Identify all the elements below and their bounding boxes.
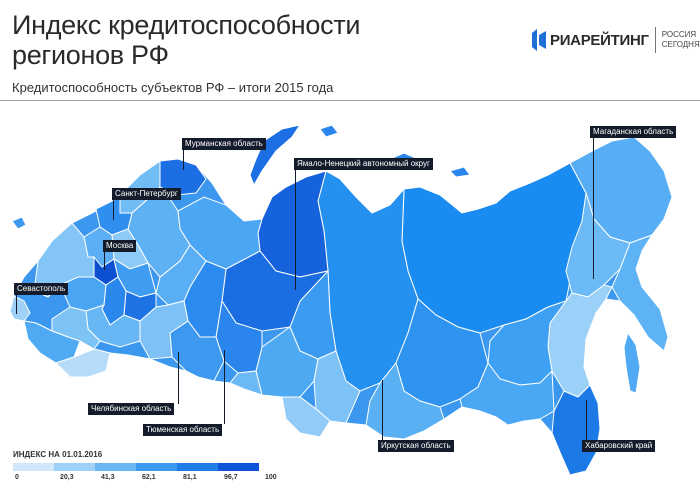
region-caucasus <box>55 348 111 378</box>
label-sevastopol: Севастополь <box>14 283 69 295</box>
region-primorye <box>551 384 601 476</box>
region-kamchatka <box>611 234 669 352</box>
legend-swatch <box>95 463 136 471</box>
legend-swatch <box>218 463 259 471</box>
legend-tick-label: 20,3 <box>60 474 74 481</box>
leader-line-yamal <box>295 166 296 290</box>
region-crimea <box>9 295 31 322</box>
legend-swatch <box>13 463 54 471</box>
leader-line-chelyabinsk <box>178 352 179 404</box>
label-tyumen: Тюменская область <box>143 424 223 436</box>
logo-subtitle: РОССИЯ СЕГОДНЯ <box>661 30 700 49</box>
legend-swatch <box>54 463 95 471</box>
region-kaliningrad <box>11 216 27 230</box>
leader-line-magadan <box>593 135 594 279</box>
region-west <box>33 222 95 298</box>
logo-divider <box>654 27 656 53</box>
region-omsk <box>229 370 263 396</box>
leader-line-murmansk <box>183 148 184 170</box>
region-bashkortostan <box>139 300 189 360</box>
label-murmansk: Мурманская область <box>182 138 266 150</box>
ria-rating-logo: РИАРЕЙТИНГ РОССИЯ СЕГОДНЯ <box>532 26 700 54</box>
legend-tick-label: 100 <box>265 474 277 481</box>
legend-tick-label: 96,7 <box>224 474 238 481</box>
leader-line-tyumen <box>224 350 225 424</box>
region-chelyabinsk <box>169 320 225 382</box>
leader-line-khabarovsk <box>586 400 587 440</box>
legend-ticks: 0 20,3 41,3 62,1 81,1 96,7 100 <box>13 474 283 486</box>
sakhalin-island <box>623 331 641 394</box>
legend-title: ИНДЕКС НА 01.01.2016 <box>13 450 103 459</box>
leader-line-spb <box>113 196 114 220</box>
leader-line-sevastopol <box>16 292 17 314</box>
novaya-zemlya <box>249 124 302 187</box>
ria-logo-icon <box>532 29 546 51</box>
region-krasnodar <box>23 320 81 364</box>
label-khabarovsk: Хабаровский край <box>582 440 656 452</box>
legend-swatch <box>177 463 218 471</box>
legend-tick-label: 81,1 <box>183 474 197 481</box>
header-divider <box>0 100 700 101</box>
russia-regions-map <box>9 124 673 476</box>
leader-line-moscow <box>104 248 105 270</box>
legend-tick-label: 41,3 <box>101 474 115 481</box>
legend-tick-label: 0 <box>15 474 19 481</box>
leader-line-irkutsk <box>382 380 383 440</box>
region-zabaykalye <box>459 362 555 426</box>
label-yamal: Ямало-Ненецкий автономный округ <box>294 158 433 170</box>
page-title: Индекс кредитоспособности регионов РФ <box>12 10 361 70</box>
region-altai <box>281 396 331 438</box>
page-subtitle: Кредитоспособность субъектов РФ – итоги … <box>12 80 334 95</box>
legend-color-scale <box>13 463 259 471</box>
label-chelyabinsk: Челябинская область <box>88 403 175 415</box>
label-magadan: Магаданская область <box>590 126 677 138</box>
region-kemerovo <box>313 350 361 424</box>
label-irkutsk: Иркутская область <box>378 440 454 452</box>
label-moscow: Москва <box>103 240 137 252</box>
legend-tick-label: 62,1 <box>142 474 156 481</box>
logo-name: РИАРЕЙТИНГ <box>550 31 649 49</box>
legend-swatch <box>136 463 177 471</box>
label-spb: Санкт-Петербург <box>112 188 181 200</box>
region-buryatia <box>365 361 445 440</box>
